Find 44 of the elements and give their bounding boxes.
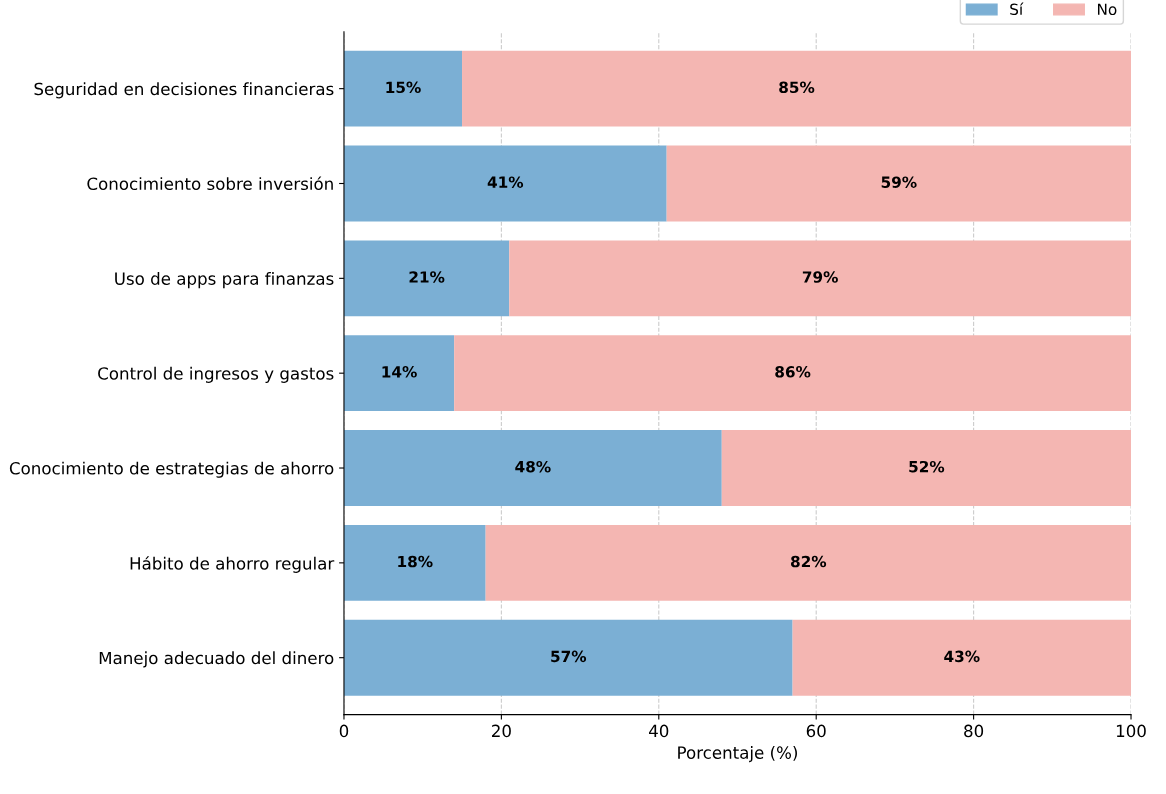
y-tick-label: Conocimiento de estrategias de ahorro (9, 461, 334, 478)
data-label: 14% (382, 366, 417, 378)
legend-label: Sí (1010, 2, 1024, 16)
data-label: 15% (386, 81, 421, 94)
bar (343, 240, 510, 317)
x-tick-label: 100 (1116, 724, 1146, 738)
data-label: 48% (515, 460, 551, 473)
data-label: 41% (487, 176, 524, 188)
bar (343, 619, 793, 696)
bar (462, 50, 1132, 127)
x-axis-title: Porcentaje (%) (678, 746, 797, 763)
data-label: 59% (881, 176, 917, 188)
data-label: 43% (944, 650, 980, 663)
bar (343, 145, 667, 222)
data-label: 18% (398, 555, 433, 568)
bar (666, 145, 1132, 222)
y-tick-label: Conocimiento sobre inversión (87, 176, 333, 191)
x-tick-label: 80 (964, 724, 984, 738)
x-tick-label: 0 (339, 724, 349, 738)
bar (721, 430, 1132, 506)
bar (343, 524, 486, 601)
data-label: 86% (775, 366, 811, 378)
x-tick-label: 40 (649, 724, 669, 738)
y-tick-label: Hábito de ahorro regular (130, 556, 335, 573)
y-tick-label: Seguridad en decisiones financieras (34, 82, 334, 99)
data-label: 21% (409, 271, 445, 283)
x-tick-label: 60 (806, 724, 826, 738)
legend-label: No (1097, 3, 1117, 16)
y-tick-label: Control de ingresos y gastos (98, 366, 334, 383)
bar (343, 335, 455, 412)
bar (509, 240, 1132, 317)
y-tick-label: Manejo adecuado del dinero (99, 651, 334, 668)
bar (343, 430, 722, 506)
bar (792, 619, 1132, 696)
data-label: 57% (551, 650, 587, 663)
bar (343, 50, 463, 127)
bar (454, 335, 1132, 412)
data-label: 52% (909, 460, 945, 473)
data-label: 85% (779, 81, 815, 94)
data-label: 79% (802, 271, 838, 283)
x-tick-label: 20 (492, 724, 511, 738)
data-label: 82% (790, 555, 827, 568)
y-tick-label: Uso de apps para finanzas (115, 272, 334, 289)
bar (485, 524, 1132, 601)
